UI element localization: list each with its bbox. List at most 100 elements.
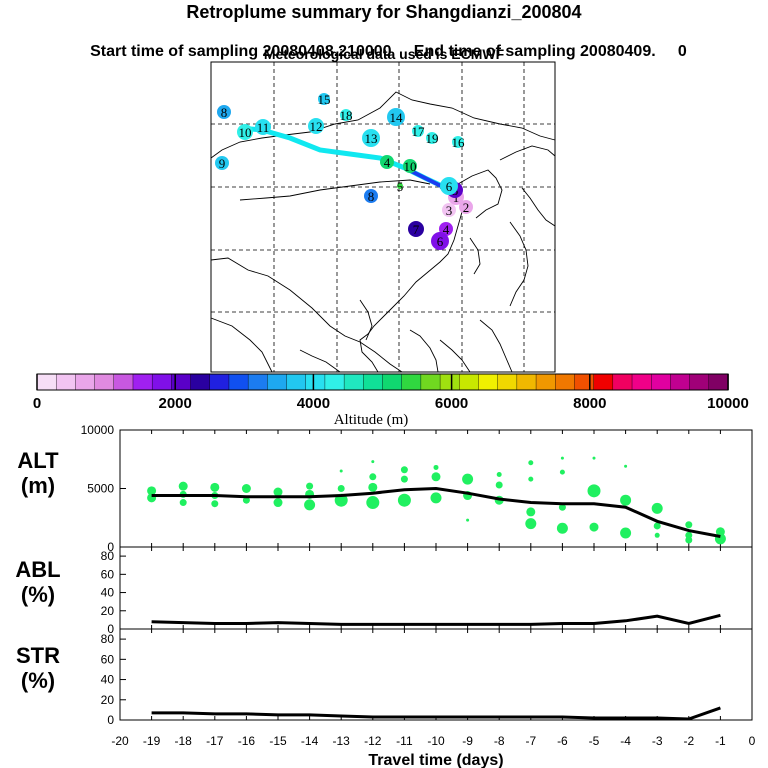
colorbar-swatch bbox=[708, 373, 729, 391]
plume-point-marker bbox=[403, 159, 417, 173]
altitude-point bbox=[654, 532, 660, 538]
colorbar-swatch bbox=[171, 373, 192, 391]
plume-point-label: 8 bbox=[221, 105, 228, 120]
x-tick-label: 0 bbox=[749, 734, 756, 748]
plume-point-label: 19 bbox=[426, 131, 439, 146]
colorbar-tick-label: 4000 bbox=[297, 395, 330, 412]
plume-point-label: 8 bbox=[368, 189, 375, 204]
chart-title: Retroplume summary for Shangdianzi_20080… bbox=[186, 2, 582, 22]
altitude-point bbox=[147, 486, 157, 496]
colorbar-axis-label: Altitude (m) bbox=[334, 412, 409, 428]
altitude-point bbox=[241, 484, 251, 493]
panel-ylabel-units: (%) bbox=[21, 582, 55, 607]
y-tick-label: 60 bbox=[101, 567, 115, 581]
altitude-mean-line bbox=[151, 486, 721, 538]
end-time: End time of sampling 20080409. bbox=[413, 43, 656, 60]
panel-alt: 0 5000 10000 ALT(m) bbox=[17, 423, 753, 554]
colorbar-swatch bbox=[670, 373, 691, 391]
colorbar-swatch bbox=[439, 373, 460, 391]
colorbar-swatch bbox=[36, 373, 57, 391]
y-tick-label: 80 bbox=[101, 632, 115, 646]
plume-point-marker bbox=[426, 132, 438, 144]
colorbar-swatch bbox=[267, 373, 288, 391]
altitude-point bbox=[431, 472, 441, 482]
colorbar-swatch bbox=[401, 373, 422, 391]
panel-frame bbox=[119, 628, 753, 721]
altitude-point bbox=[685, 521, 693, 529]
colorbar-swatch bbox=[593, 373, 614, 391]
colorbar-swatch bbox=[497, 373, 518, 391]
altitude-point bbox=[685, 536, 693, 544]
colorbar-tick-label: 10000 bbox=[707, 395, 749, 412]
y-tick-label: 20 bbox=[101, 604, 115, 618]
colorbar-swatch bbox=[363, 373, 384, 391]
panel-ylabel: STR bbox=[16, 643, 60, 668]
plume-point-marker bbox=[318, 93, 330, 105]
x-tick-label: -3 bbox=[652, 734, 663, 748]
plume-point-label: 10 bbox=[404, 159, 417, 174]
altitude-point bbox=[337, 485, 345, 492]
plume-point-label: 17 bbox=[412, 124, 426, 139]
colorbar-swatch bbox=[113, 373, 134, 391]
panel-abl: 0 20 40 60 80 ABL(%) bbox=[15, 546, 753, 636]
altitude-point bbox=[211, 500, 219, 508]
altitude-point bbox=[620, 527, 632, 539]
altitude-point bbox=[179, 499, 187, 507]
x-tick-label: -1 bbox=[715, 734, 726, 748]
sampling-times: Start time of sampling 20080408.210000 E… bbox=[0, 25, 768, 61]
abl-line bbox=[151, 613, 721, 626]
str-line bbox=[151, 706, 721, 721]
y-tick-label: 10000 bbox=[81, 423, 115, 437]
colorbar-swatch bbox=[651, 373, 672, 391]
colorbar-swatch bbox=[478, 373, 499, 391]
colorbar-swatch bbox=[305, 373, 326, 391]
x-tick-label: -13 bbox=[333, 734, 351, 748]
y-tick-label: 0 bbox=[107, 622, 114, 636]
plume-point-marker bbox=[237, 124, 253, 140]
map-panel: 12345678891011121314151617181941056 bbox=[210, 61, 556, 373]
altitude-point bbox=[495, 481, 503, 489]
y-tick-label: 0 bbox=[107, 713, 114, 727]
altitude-point bbox=[210, 482, 220, 492]
y-tick-label: 5000 bbox=[87, 482, 114, 496]
x-axis-label: Travel time (days) bbox=[368, 752, 503, 768]
plume-point-marker bbox=[397, 183, 403, 189]
y-tick-label: 40 bbox=[101, 673, 115, 687]
colorbar-tick-label: 6000 bbox=[435, 395, 468, 412]
colorbar-swatch bbox=[228, 373, 249, 391]
colorbar-swatch bbox=[286, 373, 307, 391]
plume-point-marker bbox=[215, 156, 229, 170]
plume-point-label: 12 bbox=[310, 119, 323, 134]
x-tick-label: -15 bbox=[269, 734, 287, 748]
altitude-point bbox=[430, 492, 442, 504]
altitude-point bbox=[589, 522, 599, 532]
altitude-point bbox=[397, 493, 411, 507]
altitude-point bbox=[526, 507, 536, 517]
altitude-colorbar: 0 2000 4000 6000 8000 10000 Altitude (m) bbox=[33, 373, 749, 428]
x-tick-label: -6 bbox=[557, 734, 568, 748]
y-tick-label: 60 bbox=[101, 652, 115, 666]
altitude-point bbox=[528, 476, 534, 482]
plume-point-label: 4 bbox=[384, 155, 391, 170]
plume-point-marker bbox=[431, 232, 449, 250]
panel-ylabel-units: (m) bbox=[21, 473, 55, 498]
colorbar-swatch bbox=[535, 373, 556, 391]
x-tick-label: -7 bbox=[525, 734, 536, 748]
colorbar-swatch bbox=[612, 373, 633, 391]
plume-point-marker bbox=[217, 105, 231, 119]
plume-point-label: 7 bbox=[413, 222, 420, 237]
x-tick-label: -5 bbox=[589, 734, 600, 748]
colorbar-swatch bbox=[324, 373, 345, 391]
colorbar-swatch bbox=[343, 373, 365, 391]
plume-point-label: 6 bbox=[437, 234, 444, 249]
x-tick-label: -8 bbox=[494, 734, 505, 748]
y-tick-label: 0 bbox=[107, 540, 114, 554]
y-tick-label: 20 bbox=[101, 693, 115, 707]
plume-point-label: 14 bbox=[390, 110, 404, 125]
start-time: Start time of sampling 20080408.210000 bbox=[90, 43, 392, 60]
timeseries-panels: 0500010000ALT(m)020406080ABL(%)020406080… bbox=[15, 423, 755, 768]
x-tick-label: -16 bbox=[238, 734, 256, 748]
altitude-point bbox=[369, 473, 377, 481]
plume-point-marker bbox=[452, 136, 464, 148]
